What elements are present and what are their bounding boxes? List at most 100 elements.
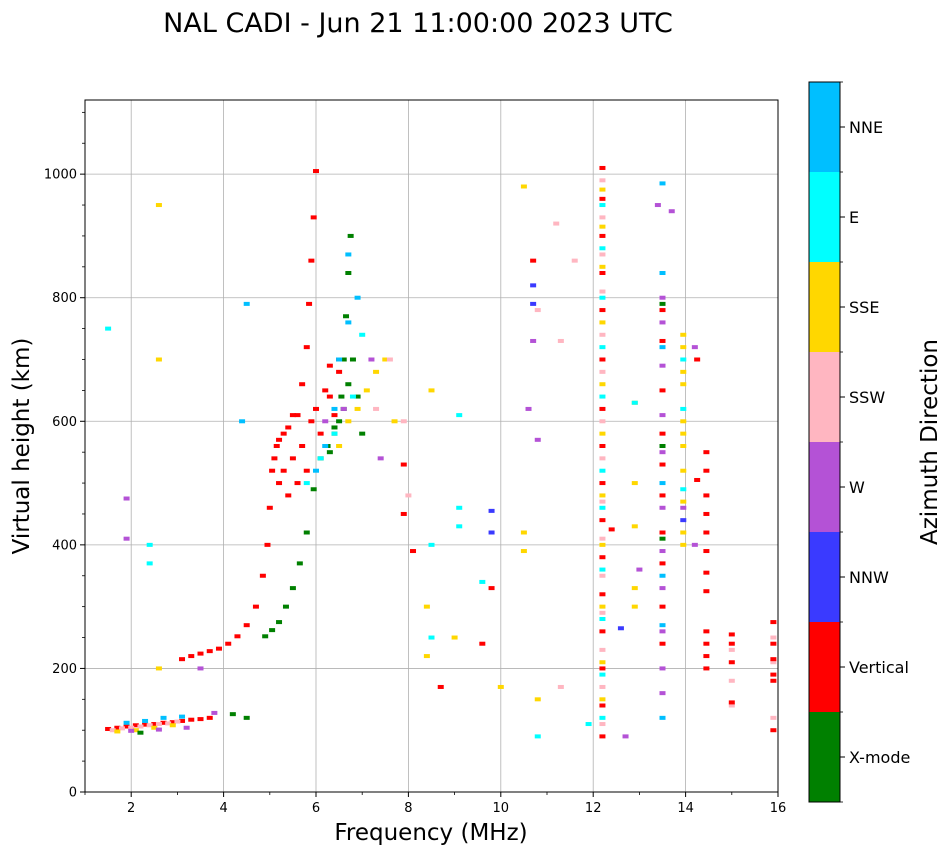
point-vertical xyxy=(659,530,666,535)
point-vertical xyxy=(188,654,195,659)
point-w xyxy=(659,295,666,300)
point-vertical xyxy=(694,477,701,482)
point-vertical xyxy=(599,703,606,708)
point-nne xyxy=(345,252,352,257)
point-e xyxy=(456,413,463,418)
point-vertical xyxy=(479,641,486,646)
point-sse xyxy=(680,444,687,448)
point-ssw xyxy=(599,456,606,461)
chart-title: NAL CADI - Jun 21 11:00:00 2023 UTC xyxy=(163,8,673,39)
point-e xyxy=(534,734,541,739)
point-w xyxy=(659,320,666,325)
point-vertical xyxy=(703,589,710,594)
point-ssw xyxy=(770,660,777,665)
point-e xyxy=(631,400,638,405)
point-w xyxy=(123,536,130,541)
point-sse xyxy=(680,542,687,547)
point-ssw xyxy=(599,647,606,652)
point-vertical xyxy=(599,271,606,275)
point-ssw xyxy=(599,573,606,578)
point-w xyxy=(659,549,666,554)
point-ssw xyxy=(534,308,541,313)
point-vertical xyxy=(206,715,213,720)
point-ssw xyxy=(599,215,606,220)
y-tick-label: 0 xyxy=(69,786,77,801)
point-vertical xyxy=(179,657,186,662)
point-sse xyxy=(520,184,527,189)
point-nnw xyxy=(530,283,537,288)
point-sse xyxy=(345,419,352,424)
point-vertical xyxy=(294,481,301,486)
point-e xyxy=(456,524,463,529)
point-ssw xyxy=(109,728,116,733)
point-vertical xyxy=(599,165,606,170)
point-vertical xyxy=(289,456,296,461)
point-x-mode xyxy=(659,536,666,541)
point-vertical xyxy=(132,723,139,728)
x-tick-label: 12 xyxy=(585,801,602,816)
colorbar-swatch-w xyxy=(809,442,840,532)
colorbar xyxy=(809,82,840,802)
point-sse xyxy=(423,654,430,659)
point-vertical xyxy=(703,570,710,575)
point-x-mode xyxy=(659,301,666,306)
point-w xyxy=(659,450,666,455)
point-vertical xyxy=(169,720,176,725)
point-sse xyxy=(423,604,430,609)
colorbar-tick-label-sse: SSE xyxy=(849,298,879,317)
point-w xyxy=(668,209,675,214)
point-w xyxy=(659,666,666,671)
point-vertical xyxy=(308,258,315,263)
point-vertical xyxy=(599,734,606,739)
point-x-mode xyxy=(343,314,350,319)
point-nne xyxy=(160,715,167,720)
colorbar-label: Azimuth Direction xyxy=(917,339,943,545)
point-vertical xyxy=(599,233,606,238)
point-e xyxy=(599,345,606,350)
point-sse xyxy=(520,530,527,535)
point-sse xyxy=(599,264,606,269)
point-vertical xyxy=(142,722,149,727)
point-nne xyxy=(659,181,666,186)
point-vertical xyxy=(326,394,333,399)
point-ssw xyxy=(174,719,181,724)
point-nne xyxy=(345,320,352,325)
point-x-mode xyxy=(359,431,366,436)
point-vertical xyxy=(299,382,306,387)
y-tick-label: 400 xyxy=(52,538,77,553)
point-vertical xyxy=(659,388,666,393)
point-sse xyxy=(599,604,606,609)
point-vertical xyxy=(308,419,315,424)
point-w xyxy=(654,203,661,208)
point-x-mode xyxy=(345,382,352,387)
point-vertical xyxy=(599,555,606,560)
point-vertical xyxy=(703,629,710,634)
point-w xyxy=(197,666,204,671)
point-vertical xyxy=(310,215,317,220)
point-vertical xyxy=(599,592,606,597)
point-w xyxy=(659,691,666,696)
point-w xyxy=(659,363,666,368)
point-sse xyxy=(680,499,687,504)
colorbar-swatch-sse xyxy=(809,262,840,352)
point-nne xyxy=(313,468,319,473)
point-vertical xyxy=(659,604,666,609)
point-e xyxy=(428,542,435,547)
point-ssw xyxy=(128,725,135,730)
point-vertical xyxy=(276,481,283,486)
point-ssw xyxy=(728,678,735,683)
point-vertical xyxy=(269,468,276,473)
y-axis-label: Virtual height (km) xyxy=(9,338,35,555)
point-vertical xyxy=(105,726,112,731)
point-vertical xyxy=(188,717,195,722)
point-ssw xyxy=(599,610,606,615)
point-vertical xyxy=(770,672,777,677)
point-sse xyxy=(631,586,638,591)
point-sse xyxy=(680,468,687,473)
point-w xyxy=(534,437,541,442)
point-vertical xyxy=(599,518,606,523)
point-vertical xyxy=(659,308,666,313)
point-vertical xyxy=(659,641,666,646)
point-w xyxy=(123,496,130,501)
point-x-mode xyxy=(289,586,296,591)
